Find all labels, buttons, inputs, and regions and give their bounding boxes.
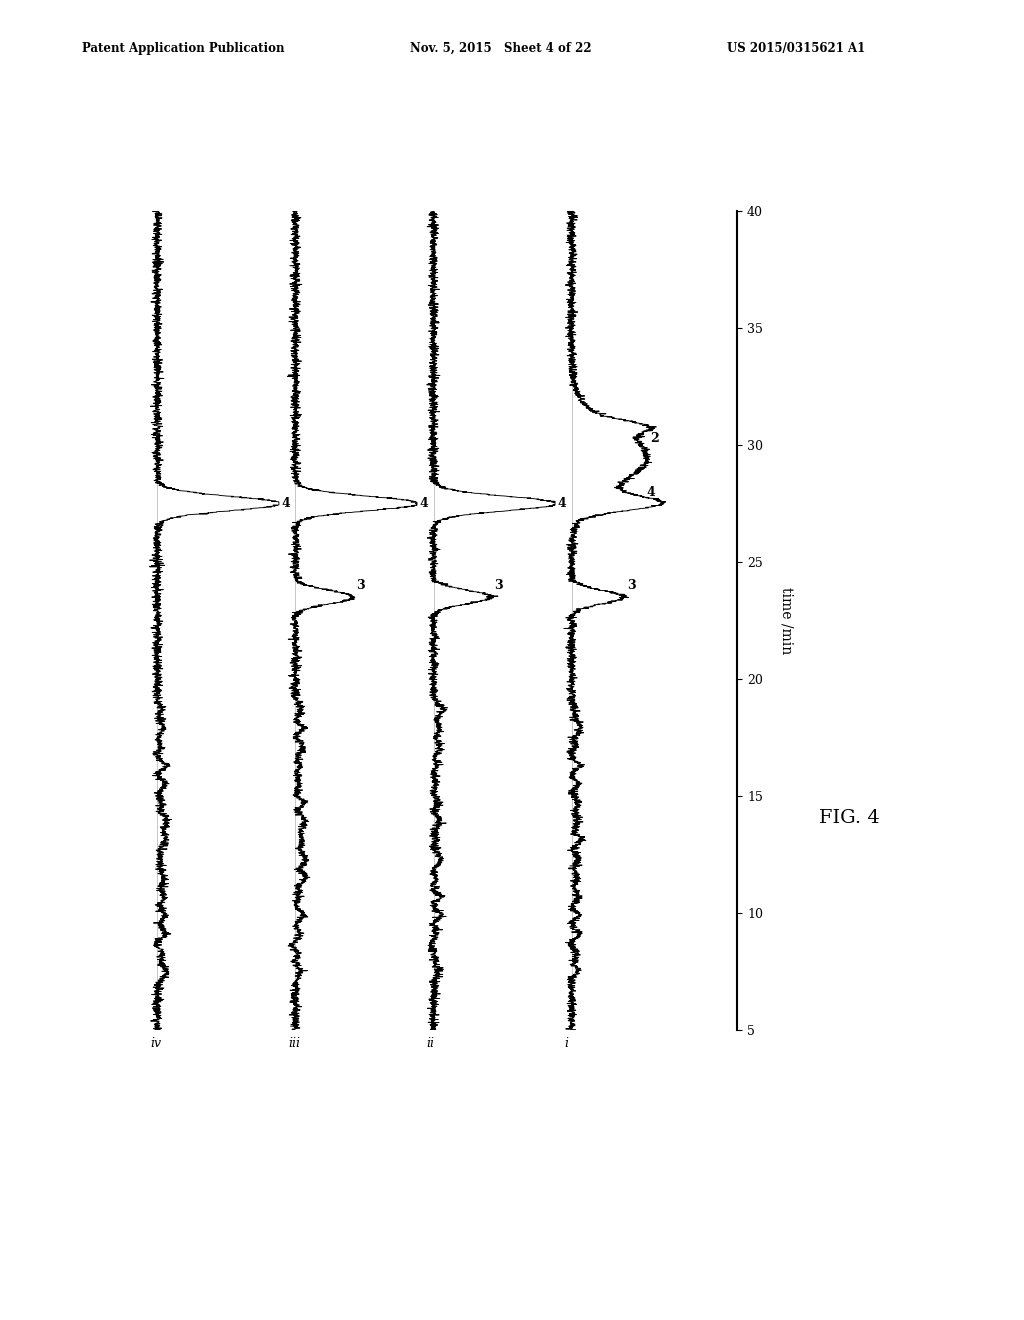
Text: iv: iv xyxy=(151,1036,162,1049)
Text: i: i xyxy=(564,1036,568,1049)
Text: 4: 4 xyxy=(282,498,291,510)
Text: ii: ii xyxy=(427,1036,434,1049)
Y-axis label: time /min: time /min xyxy=(779,587,794,653)
Text: US 2015/0315621 A1: US 2015/0315621 A1 xyxy=(727,42,865,55)
Text: 3: 3 xyxy=(627,579,636,593)
Text: Nov. 5, 2015   Sheet 4 of 22: Nov. 5, 2015 Sheet 4 of 22 xyxy=(410,42,591,55)
Text: 3: 3 xyxy=(495,579,503,593)
Text: FIG. 4: FIG. 4 xyxy=(819,809,880,828)
Text: 3: 3 xyxy=(356,579,365,593)
Text: iii: iii xyxy=(289,1036,301,1049)
Text: Patent Application Publication: Patent Application Publication xyxy=(82,42,285,55)
Text: 4: 4 xyxy=(420,498,428,510)
Text: 4: 4 xyxy=(558,498,566,510)
Text: 2: 2 xyxy=(650,432,659,445)
Text: 4: 4 xyxy=(646,486,655,499)
